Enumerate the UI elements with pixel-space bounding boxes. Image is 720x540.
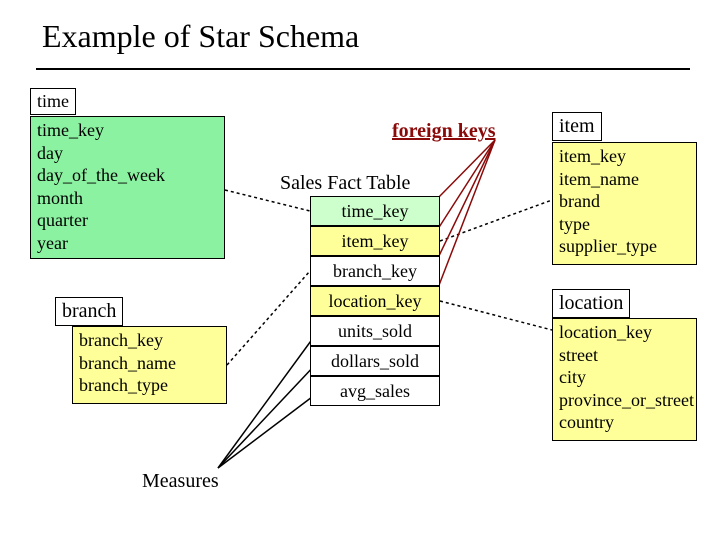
fact-row: avg_sales — [310, 376, 440, 406]
branch-header: branch — [55, 297, 123, 326]
dim-attr: location_key — [559, 321, 690, 344]
location-header: location — [552, 289, 630, 318]
sales-fact-table-label: Sales Fact Table — [280, 172, 410, 195]
dim-attr: country — [559, 411, 690, 434]
item-dimension-box: item_keyitem_namebrandtypesupplier_type — [552, 142, 697, 265]
dim-attr: item_key — [559, 145, 690, 168]
dim-attr: branch_name — [79, 352, 220, 375]
dim-attr: year — [37, 232, 218, 255]
dim-attr: branch_key — [79, 329, 220, 352]
fact-row: dollars_sold — [310, 346, 440, 376]
dim-attr: city — [559, 366, 690, 389]
dim-attr: supplier_type — [559, 235, 690, 258]
dim-attr: day — [37, 142, 218, 165]
time-header: time — [30, 88, 76, 115]
fact-row: time_key — [310, 196, 440, 226]
dim-attr: branch_type — [79, 374, 220, 397]
item-header: item — [552, 112, 602, 141]
foreign-keys-label: foreign keys — [392, 120, 496, 143]
fact-row: branch_key — [310, 256, 440, 286]
fact-row: units_sold — [310, 316, 440, 346]
dim-attr: street — [559, 344, 690, 367]
dim-attr: type — [559, 213, 690, 236]
location-dimension-box: location_keystreetcityprovince_or_street… — [552, 318, 697, 441]
dim-attr: month — [37, 187, 218, 210]
fact-row: location_key — [310, 286, 440, 316]
dim-attr: time_key — [37, 119, 218, 142]
page-title: Example of Star Schema — [42, 18, 359, 55]
measures-label: Measures — [142, 470, 219, 493]
dim-attr: item_name — [559, 168, 690, 191]
time-dimension-box: time_keydayday_of_the_weekmonthquarterye… — [30, 116, 225, 259]
dim-attr: quarter — [37, 209, 218, 232]
branch-dimension-box: branch_keybranch_namebranch_type — [72, 326, 227, 404]
fact-row: item_key — [310, 226, 440, 256]
dim-attr: brand — [559, 190, 690, 213]
dim-attr: province_or_street — [559, 389, 690, 412]
title-underline — [36, 68, 690, 70]
dim-attr: day_of_the_week — [37, 164, 218, 187]
